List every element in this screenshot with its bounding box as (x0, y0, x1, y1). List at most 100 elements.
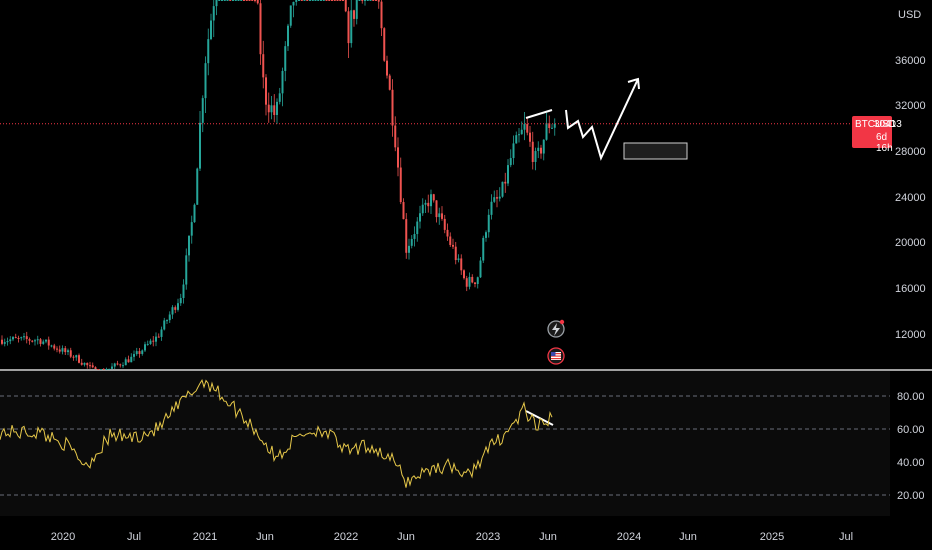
candle-body (94, 367, 97, 369)
candle-body (438, 213, 441, 218)
candle-body (86, 362, 89, 366)
candle-body (193, 204, 196, 223)
us-flag-event-icon[interactable] (547, 347, 565, 365)
last-price-label: 30413 (874, 119, 902, 130)
candle-body (64, 348, 67, 353)
candle-body (12, 337, 14, 340)
candle-body (325, 0, 328, 1)
candles-group (1, 0, 556, 370)
candle-body (69, 350, 72, 357)
candle-body (28, 339, 31, 341)
candle-body (339, 0, 342, 1)
candle-body (377, 0, 380, 2)
candle-body (157, 336, 160, 338)
candle-body (138, 351, 141, 354)
candle-body (108, 368, 111, 370)
candle-body (391, 89, 394, 126)
candle-body (355, 0, 358, 19)
candle-body (218, 0, 221, 1)
lightning-event-icon[interactable] (547, 319, 565, 338)
candle-body (171, 307, 174, 315)
candle-body (91, 365, 94, 368)
candle-body (526, 124, 529, 133)
candle-body (72, 356, 75, 358)
candle-body (386, 60, 388, 76)
candle-body (144, 344, 146, 351)
candle-body (490, 201, 493, 215)
candle-body (273, 105, 276, 115)
candle-body (243, 0, 245, 1)
candle-body (520, 129, 523, 135)
candle-body (518, 134, 520, 136)
candle-body (372, 0, 375, 1)
candle-body (215, 0, 218, 7)
time-tick-label: 2024 (617, 531, 641, 543)
projection-arrowhead[interactable] (627, 77, 640, 90)
candle-body (298, 0, 300, 1)
candle-body (531, 141, 534, 162)
candle-body (463, 270, 465, 279)
candle-body (537, 147, 540, 152)
candle-body (347, 11, 350, 44)
candle-body (124, 359, 127, 366)
candle-body (534, 151, 537, 162)
candle-body (1, 339, 3, 344)
divergence-line-price[interactable] (525, 109, 553, 119)
candle-body (265, 77, 267, 105)
candle-body (364, 0, 366, 1)
candle-body (190, 222, 193, 236)
candle-body (254, 0, 256, 1)
rsi-tick-label: 60.00 (897, 424, 925, 436)
time-tick-label: Jul (127, 531, 141, 543)
rsi-panel-bg (0, 371, 890, 516)
candle-body (58, 349, 61, 352)
candle-body (113, 363, 116, 367)
candle-body (383, 28, 386, 61)
candle-body (133, 354, 135, 357)
candle-body (182, 284, 185, 299)
rsi-axis: 80.00 60.00 40.00 20.00 (897, 391, 925, 502)
price-tick-label: 20000 (895, 237, 926, 249)
candle-body (201, 98, 204, 123)
price-tick-label: 28000 (895, 146, 926, 158)
candle-body (388, 75, 391, 90)
candle-body (42, 341, 45, 344)
candle-body (441, 213, 443, 219)
candle-body (166, 320, 168, 322)
candle-body (20, 337, 23, 339)
candle-body (168, 314, 171, 321)
candle-body (498, 196, 501, 199)
candle-body (47, 339, 50, 346)
price-tick-label: 24000 (895, 192, 926, 204)
countdown-label: 6d 16h (876, 132, 893, 154)
current-price-badge: BTCUSD 30413 6d 16h (852, 116, 902, 154)
candle-body (410, 238, 413, 246)
candle-body (548, 123, 551, 129)
time-axis: 2020 Jul 2021 Jun 2022 Jun 2023 Jun 2024 Jun 2025 J… (51, 531, 853, 543)
candle-body (474, 282, 476, 284)
candle-body (540, 147, 542, 154)
target-box[interactable] (623, 142, 688, 160)
projection-path[interactable] (565, 78, 639, 161)
candle-body (34, 340, 36, 342)
candle-body (122, 365, 124, 367)
candle-body (9, 339, 12, 342)
candle-body (419, 213, 421, 222)
candle-body (509, 158, 512, 166)
candle-body (512, 143, 515, 159)
candle-body (542, 139, 545, 154)
candle-body (342, 0, 344, 1)
candle-body (427, 202, 430, 207)
candle-body (421, 204, 424, 214)
candle-body (116, 363, 119, 365)
drawings-group[interactable] (525, 77, 688, 426)
candle-body (328, 0, 331, 1)
candle-body (177, 303, 179, 310)
candle-body (105, 369, 108, 370)
candle-body (229, 0, 232, 1)
candle-body (460, 258, 463, 271)
candle-body (56, 348, 58, 350)
candle-body (369, 0, 372, 1)
candle-body (449, 236, 452, 245)
